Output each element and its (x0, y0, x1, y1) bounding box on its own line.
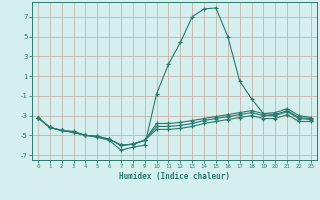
X-axis label: Humidex (Indice chaleur): Humidex (Indice chaleur) (119, 172, 230, 181)
